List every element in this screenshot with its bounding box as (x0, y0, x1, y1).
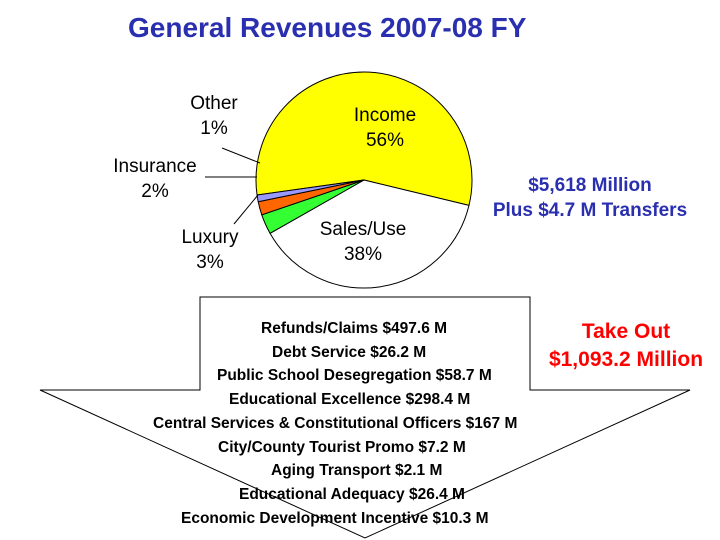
deduction-item: Educational Adequacy $26.4 M (239, 485, 465, 503)
deductions-list: Refunds/Claims $497.6 M Debt Service $26… (130, 317, 600, 530)
slice-name: Other (190, 93, 238, 114)
luxury-leader-line (233, 194, 259, 225)
total-amount: $5,618 Million (528, 175, 652, 196)
slice-label-other: Other 1% (184, 92, 244, 141)
deduction-item: Aging Transport $2.1 M (271, 462, 443, 480)
chart-title: General Revenues 2007-08 FY (128, 12, 527, 43)
slice-label-luxury: Luxury 3% (170, 226, 250, 275)
pie-slice-income (255, 71, 473, 206)
slice-percent: 3% (196, 251, 224, 273)
deduction-item: Central Services & Constitutional Office… (153, 414, 518, 432)
slice-percent: 1% (200, 117, 228, 139)
slice-percent: 2% (141, 180, 169, 202)
take-out-amount: $1,093.2 Million (548, 348, 704, 371)
slice-label-insurance: Insurance 2% (100, 155, 210, 204)
total-revenue-text: $5,618 Million Plus $4.7 M Transfers (470, 174, 710, 223)
deduction-item: City/County Tourist Promo $7.2 M (218, 438, 466, 456)
slice-name: Sales/Use (319, 219, 407, 240)
take-out-arrow (39, 296, 691, 539)
other-leader-line (221, 147, 261, 164)
slice-name: Insurance (113, 156, 197, 177)
slice-label-income: Income 56% (340, 104, 430, 153)
total-transfers: Plus $4.7 M Transfers (492, 199, 688, 221)
deduction-item: Debt Service $26.2 M (272, 343, 427, 361)
take-out-label: Take Out (581, 320, 671, 343)
deduction-item: Educational Excellence $298.4 M (229, 391, 471, 409)
deduction-item: Public School Desegregation $58.7 M (217, 367, 492, 385)
pie-slice-sales-use (269, 179, 470, 289)
slice-label-sales-use: Sales/Use 38% (308, 218, 418, 267)
slice-name: Luxury (181, 227, 239, 248)
pie-slice-other (256, 179, 365, 203)
deduction-item: Economic Development Incentive $10.3 M (181, 509, 489, 527)
pie-chart (205, 71, 473, 289)
slice-name: Income (353, 105, 417, 126)
deduction-item: Refunds/Claims $497.6 M (261, 320, 448, 337)
arrow-shape (39, 296, 691, 539)
take-out-text: Take Out $1,093.2 Million (534, 318, 718, 374)
slice-percent: 38% (343, 243, 383, 265)
slice-percent: 56% (365, 129, 405, 151)
